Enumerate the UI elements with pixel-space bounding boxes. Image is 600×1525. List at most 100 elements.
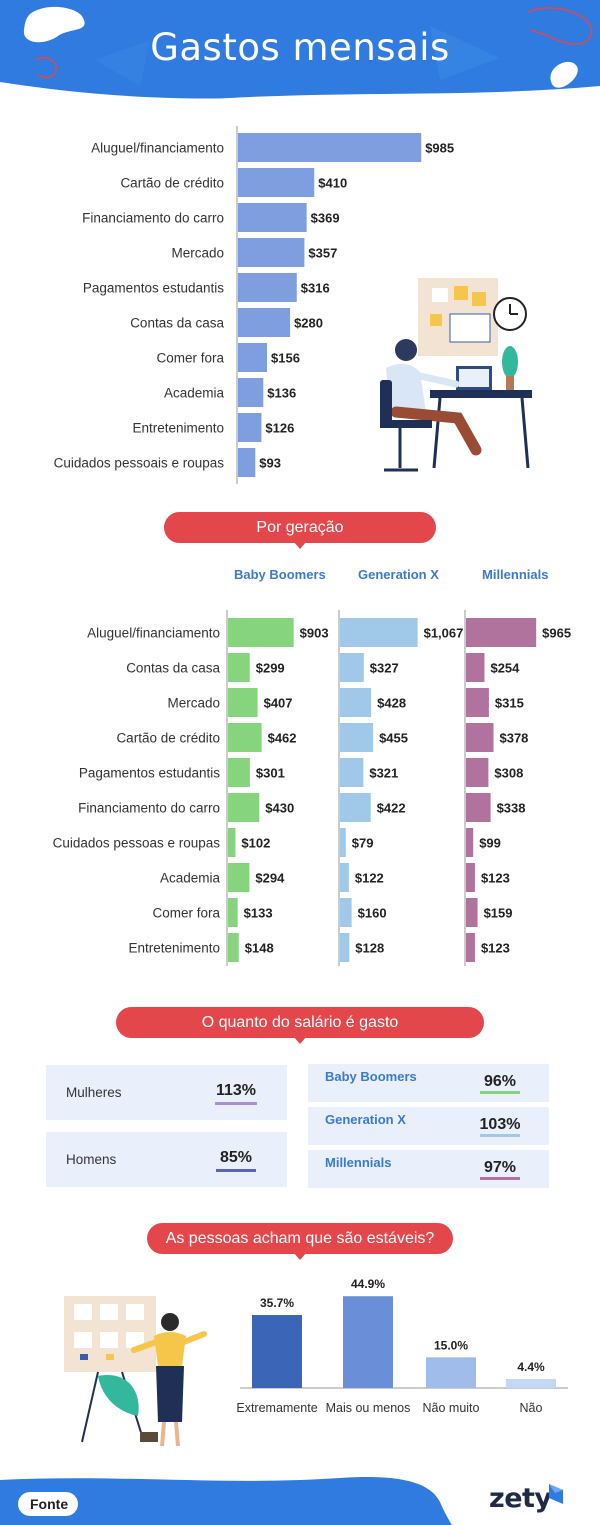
value-label: $102	[241, 836, 270, 851]
person-at-desk-illustration	[380, 278, 532, 472]
value-label: $369	[311, 211, 340, 226]
section-title-salary: O quanto do salário é gasto	[116, 1007, 484, 1038]
value-label: $93	[259, 456, 281, 471]
value-label: $1,067	[424, 626, 464, 641]
category-label: Comer fora	[152, 906, 220, 921]
bar-cuidados-pessoais-e-roupas	[238, 448, 256, 477]
category-label: Cuidados pessoas e roupas	[53, 836, 221, 851]
value-label: $903	[300, 626, 329, 641]
value-label: $378	[499, 731, 528, 746]
value-label: $294	[255, 871, 285, 886]
category-label: Cuidados pessoais e roupas	[54, 456, 225, 471]
salary-card-women: Mulheres 113%	[46, 1065, 287, 1120]
bar-generation-x-aluguel-financiamento	[340, 618, 418, 647]
category-label: Não muito	[423, 1401, 480, 1415]
salary-card-baby-boomers: Baby Boomers 96%	[308, 1064, 549, 1102]
category-label: Mais ou menos	[326, 1401, 411, 1415]
bar-baby-boomers-entretenimento	[228, 933, 239, 962]
value-label: $128	[355, 941, 384, 956]
bar-millennials-academia	[466, 863, 475, 892]
salary-underline	[215, 1102, 257, 1105]
bar-millennials-comer-fora	[466, 898, 478, 927]
bar-generation-x-comer-fora	[340, 898, 352, 927]
bar-baby-boomers-comer-fora	[228, 898, 238, 927]
salary-label: Generation X	[325, 1112, 406, 1127]
salary-value: 113%	[215, 1082, 257, 1099]
value-label: $410	[318, 176, 347, 191]
category-label: Mercado	[171, 246, 224, 261]
bar-generation-x-academia	[340, 863, 349, 892]
bar-aluguel-financiamento	[238, 133, 422, 162]
category-label: Pagamentos estudantis	[79, 766, 220, 781]
category-label: Aluguel/financiamento	[87, 626, 220, 641]
bar-entretenimento	[238, 413, 262, 442]
value-label: 44.9%	[351, 1277, 385, 1291]
bar-mais-ou-menos	[343, 1296, 393, 1388]
bar-millennials-aluguel-financiamento	[466, 618, 537, 647]
bar-comer-fora	[238, 343, 268, 372]
value-label: $308	[494, 766, 523, 781]
bar-baby-boomers-cartao-de-credito	[228, 723, 262, 752]
value-label: $321	[369, 766, 398, 781]
bar-generation-x-financiamento-do-carro	[340, 793, 371, 822]
value-label: 15.0%	[434, 1338, 468, 1352]
bar-baby-boomers-cuidados-pessoas-e-roupas	[228, 828, 236, 857]
bar-generation-x-entretenimento	[340, 933, 350, 962]
bar-millennials-cartao-de-credito	[466, 723, 494, 752]
salary-underline	[216, 1169, 256, 1172]
salary-value: 103%	[479, 1116, 521, 1133]
bar-generation-x-mercado	[340, 688, 372, 717]
category-label: Entretenimento	[128, 941, 220, 956]
series-header-baby-boomers: Baby Boomers	[234, 567, 326, 582]
value-label: $455	[379, 731, 408, 746]
section-title-stability: As pessoas acham que são estáveis?	[147, 1223, 453, 1254]
bar-nao-muito	[426, 1357, 476, 1388]
blob-decoration	[23, 6, 85, 43]
brand-logo-mark	[549, 1484, 563, 1504]
salary-card-men: Homens 85%	[46, 1132, 287, 1187]
bar-millennials-contas-da-casa	[466, 653, 485, 682]
category-label: Cartão de crédito	[120, 176, 224, 191]
value-label: $160	[358, 906, 387, 921]
bar-generation-x-pagamentos-estudantis	[340, 758, 364, 787]
pill-pointer	[293, 541, 307, 549]
value-label: $280	[294, 316, 323, 331]
salary-label: Mulheres	[66, 1085, 122, 1100]
salary-card-millennials: Millennials 97%	[308, 1150, 549, 1188]
category-label: Contas da casa	[126, 661, 220, 676]
bar-baby-boomers-pagamentos-estudantis	[228, 758, 250, 787]
value-label: $122	[355, 871, 384, 886]
value-label: $462	[268, 731, 297, 746]
category-label: Entretenimento	[132, 421, 224, 436]
salary-label: Baby Boomers	[325, 1069, 417, 1084]
bar-baby-boomers-financiamento-do-carro	[228, 793, 260, 822]
category-label: Comer fora	[156, 351, 224, 366]
salary-underline	[480, 1091, 520, 1094]
bar-financiamento-do-carro	[238, 203, 307, 232]
value-label: $136	[267, 386, 296, 401]
value-label: $99	[479, 836, 501, 851]
bar-baby-boomers-academia	[228, 863, 250, 892]
monthly-expenses-chart: Aluguel/financiamento $985 Cartão de crédi…	[54, 126, 454, 484]
bar-extremamente	[252, 1315, 302, 1388]
value-label: $430	[265, 801, 294, 816]
category-label: Extremamente	[236, 1401, 317, 1415]
bar-academia	[238, 378, 264, 407]
value-label: 4.4%	[517, 1360, 545, 1374]
salary-value: 96%	[483, 1073, 517, 1090]
blob-decoration	[550, 61, 578, 88]
source-button[interactable]: Fonte	[18, 1492, 78, 1516]
series-header-generation-x: Generation X	[358, 567, 439, 582]
value-label: $357	[308, 246, 337, 261]
category-label: Contas da casa	[130, 316, 224, 331]
page-title: Gastos mensais	[150, 26, 450, 69]
bar-generation-x-cartao-de-credito	[340, 723, 374, 752]
bar-generation-x-contas-da-casa	[340, 653, 364, 682]
value-label: $338	[497, 801, 526, 816]
pill-pointer	[293, 1252, 307, 1260]
category-label: Não	[520, 1401, 543, 1415]
value-label: $985	[425, 141, 454, 156]
header-banner: Gastos mensais	[0, 0, 600, 110]
bar-baby-boomers-contas-da-casa	[228, 653, 250, 682]
value-label: $315	[495, 696, 524, 711]
